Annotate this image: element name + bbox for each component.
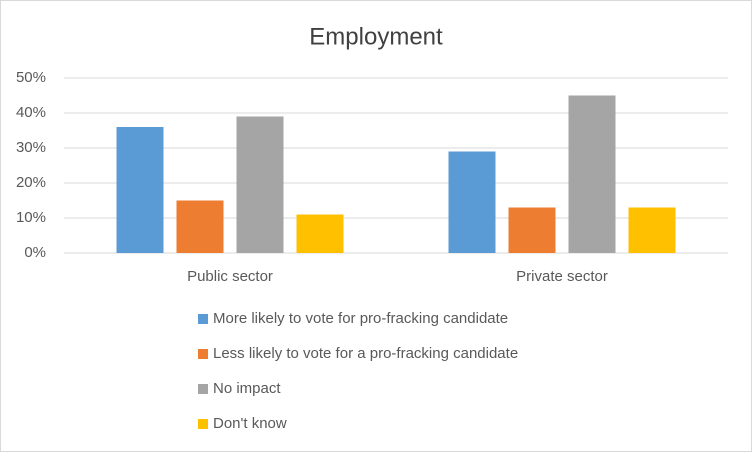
y-tick-label: 50% (16, 69, 46, 86)
bar (296, 214, 344, 253)
bar (508, 207, 556, 253)
legend-label: More likely to vote for pro-fracking can… (213, 310, 508, 327)
bar (568, 95, 616, 253)
legend-label: Don't know (213, 415, 287, 432)
x-tick-label: Public sector (187, 268, 273, 285)
bar (176, 200, 224, 253)
bar (116, 127, 164, 253)
chart-title: Employment (309, 23, 443, 50)
legend-swatch (198, 384, 208, 394)
y-tick-label: 10% (16, 209, 46, 226)
legend-swatch (198, 349, 208, 359)
y-tick-label: 20% (16, 174, 46, 191)
y-tick-label: 40% (16, 104, 46, 121)
legend-swatch (198, 419, 208, 429)
y-tick-label: 30% (16, 139, 46, 156)
bar (236, 116, 284, 253)
legend-label: No impact (213, 380, 281, 397)
bar (448, 151, 496, 253)
bar (628, 207, 676, 253)
x-tick-label: Private sector (516, 268, 608, 285)
legend-label: Less likely to vote for a pro-fracking c… (213, 345, 518, 362)
legend-swatch (198, 314, 208, 324)
y-tick-label: 0% (24, 244, 46, 261)
